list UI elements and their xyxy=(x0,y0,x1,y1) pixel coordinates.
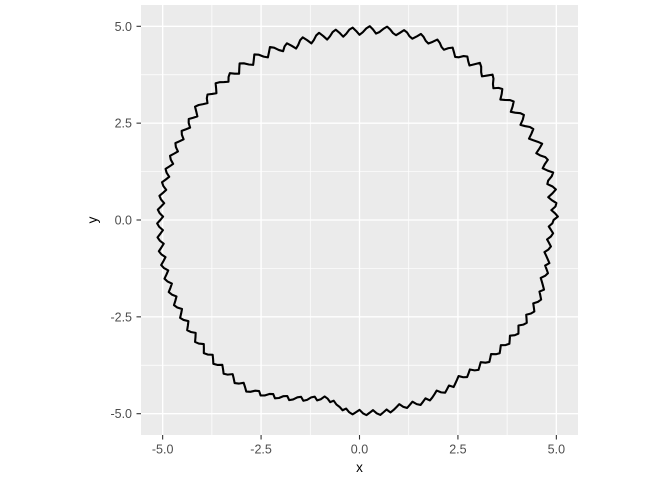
y-tick-label: -5.0 xyxy=(110,407,132,421)
x-tick-label: -2.5 xyxy=(250,443,272,457)
noisy-circle-line xyxy=(156,25,559,417)
x-tick-label: 5.0 xyxy=(548,443,565,457)
x-axis-ticks xyxy=(162,435,557,440)
x-axis-tick-labels: -5.0 -2.5 0.0 2.5 5.0 xyxy=(152,443,565,457)
major-gridlines xyxy=(141,5,578,435)
data-layer xyxy=(156,25,559,417)
x-tick-label: 0.0 xyxy=(351,443,368,457)
y-axis-title: y xyxy=(85,216,100,223)
y-axis-tick-labels: -5.0 -2.5 0.0 2.5 5.0 xyxy=(110,20,132,421)
x-tick-label: -5.0 xyxy=(152,443,174,457)
y-tick-label: -2.5 xyxy=(110,310,132,324)
y-axis-ticks xyxy=(136,25,141,415)
y-tick-label: 0.0 xyxy=(115,214,132,228)
y-tick-label: 2.5 xyxy=(115,117,132,131)
x-tick-label: 2.5 xyxy=(449,443,466,457)
y-tick-label: 5.0 xyxy=(115,20,132,34)
x-axis-title: x xyxy=(356,460,363,475)
